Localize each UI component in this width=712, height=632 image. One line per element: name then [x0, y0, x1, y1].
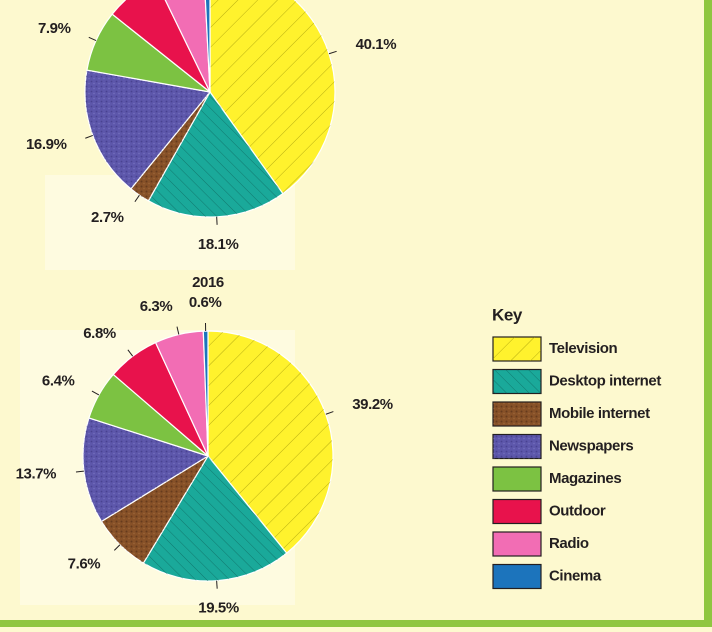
legend-swatch-texture: [493, 337, 541, 361]
legend-swatch: [493, 467, 541, 491]
data-label: 6.8%: [83, 325, 116, 342]
legend-swatch-texture: [493, 370, 541, 394]
border: [704, 0, 712, 627]
data-label: 6.4%: [42, 372, 75, 389]
data-label: 39.2%: [352, 396, 393, 413]
legend-label: Desktop internet: [549, 372, 661, 389]
legend-label: Magazines: [549, 470, 621, 487]
pie-title: 2016: [192, 274, 224, 291]
data-label: 2.7%: [91, 209, 124, 226]
data-label: 13.7%: [16, 465, 57, 482]
legend-label: Cinema: [549, 567, 602, 584]
data-label: 7.9%: [38, 20, 71, 37]
leader-line: [217, 581, 218, 589]
legend-swatch-texture: [493, 402, 541, 426]
border: [0, 620, 712, 627]
legend-label: Mobile internet: [549, 405, 650, 422]
legend-swatch-texture: [493, 435, 541, 459]
legend-label: Newspapers: [549, 437, 633, 454]
data-label: 16.9%: [26, 136, 67, 153]
data-label: 7.6%: [68, 556, 101, 573]
legend-swatch: [493, 500, 541, 524]
legend-label: Radio: [549, 535, 589, 552]
data-label: 18.1%: [198, 236, 239, 253]
legend-label: Outdoor: [549, 502, 606, 519]
legend-swatch: [493, 532, 541, 556]
data-label: 0.6%: [189, 294, 222, 311]
data-label: 40.1%: [356, 36, 397, 53]
legend-title: Key: [492, 305, 523, 324]
data-label: 6.3%: [140, 298, 173, 315]
legend-swatch: [493, 565, 541, 589]
data-label: 19.5%: [198, 600, 239, 617]
legend-label: Television: [549, 340, 617, 357]
